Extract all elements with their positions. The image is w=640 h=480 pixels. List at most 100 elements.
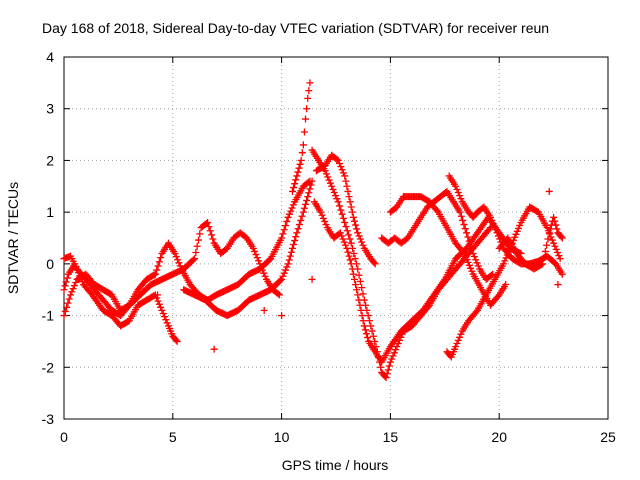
data-point-interp — [350, 250, 358, 258]
data-point-interp — [63, 303, 71, 311]
data-point-interp — [332, 192, 340, 200]
data-point — [456, 208, 464, 216]
data-point-interp — [274, 290, 282, 298]
data-point-interp — [255, 257, 263, 265]
data-point-interp — [457, 195, 465, 203]
data-point-interp — [279, 230, 287, 238]
data-point-interp — [485, 225, 493, 233]
data-point-interp — [459, 216, 467, 224]
series-arc-12 — [443, 203, 564, 361]
data-point-interp — [355, 232, 363, 240]
data-point-interp — [352, 221, 360, 229]
data-point-interp — [351, 255, 359, 263]
data-point — [343, 244, 351, 252]
data-point — [371, 260, 379, 268]
series-arc-3 — [60, 218, 283, 320]
data-point-interp — [457, 212, 465, 220]
data-point — [293, 229, 301, 237]
data-point — [345, 193, 353, 201]
data-point-interp — [172, 253, 180, 261]
data-point-interp — [163, 319, 171, 327]
data-point — [336, 229, 344, 237]
data-point — [158, 306, 166, 314]
data-point-interp — [294, 168, 302, 176]
data-point-interp — [280, 269, 288, 277]
data-point-interp — [253, 254, 261, 262]
data-point-interp — [490, 223, 498, 231]
data-point-interp — [303, 197, 311, 205]
data-point-interp — [153, 266, 161, 274]
x-tick-label: 5 — [169, 429, 177, 445]
series-arc-5 — [288, 79, 314, 195]
data-point-interp — [285, 256, 293, 264]
data-point-interp — [554, 248, 562, 256]
data-point-interp — [159, 310, 167, 318]
data-point — [558, 234, 566, 242]
data-point-interp — [473, 259, 481, 267]
data-point — [317, 208, 325, 216]
chart-title: Day 168 of 2018, Sidereal Day-to-day VTE… — [42, 20, 549, 36]
data-point-interp — [347, 203, 355, 211]
data-point-interp — [344, 248, 352, 256]
data-point-interp — [453, 339, 461, 347]
data-point-interp — [468, 245, 476, 253]
data-point-interp — [193, 242, 201, 250]
data-point — [352, 281, 360, 289]
data-point-interp — [252, 251, 260, 259]
data-point — [171, 250, 179, 258]
data-point-interp — [321, 217, 329, 225]
data-point-interp — [339, 214, 347, 222]
data-point-interp — [363, 306, 371, 314]
data-point-interp — [287, 248, 295, 256]
data-point-interp — [543, 241, 551, 249]
data-point-interp — [189, 256, 197, 264]
data-point-interp — [454, 336, 462, 344]
data-point-interp — [280, 226, 288, 234]
data-point-interp — [359, 317, 367, 325]
data-point-interp — [294, 225, 302, 233]
data-point-interp — [61, 307, 69, 315]
data-point — [204, 218, 212, 226]
data-point-interp — [356, 235, 364, 243]
data-point-interp — [285, 210, 293, 218]
data-point-interp — [290, 184, 298, 192]
data-point — [306, 79, 314, 87]
data-point-interp — [359, 290, 367, 298]
data-point-interp — [296, 160, 304, 168]
data-point-interp — [552, 245, 560, 253]
data-point-interp — [305, 189, 313, 197]
data-point-interp — [290, 240, 298, 248]
data-point-interp — [205, 223, 213, 231]
data-point-interp — [318, 211, 326, 219]
data-point-interp — [174, 256, 182, 264]
y-tick-label: 3 — [46, 101, 54, 117]
data-point — [302, 115, 310, 123]
data-point — [288, 187, 296, 195]
data-point-interp — [161, 313, 169, 321]
x-tick-label: 10 — [274, 429, 290, 445]
x-tick-label: 20 — [491, 429, 507, 445]
data-point-interp — [359, 241, 367, 249]
data-point-interp — [297, 216, 305, 224]
data-point-interp — [557, 233, 565, 241]
series-outliers — [154, 187, 562, 353]
data-point-interp — [488, 216, 496, 224]
data-point-interp — [385, 362, 393, 370]
data-point-interp — [154, 297, 162, 305]
data-point-interp — [251, 247, 259, 255]
data-point-interp — [292, 176, 300, 184]
data-point-interp — [384, 366, 392, 374]
data-point-interp — [302, 200, 310, 208]
data-point-interp — [342, 223, 350, 231]
data-point — [354, 229, 362, 237]
data-point — [60, 312, 68, 320]
data-point-interp — [333, 195, 341, 203]
data-point-interp — [364, 334, 372, 342]
data-point-interp — [487, 271, 495, 279]
data-point — [452, 182, 460, 190]
data-point-interp — [366, 317, 374, 325]
data-point-interp — [355, 271, 363, 279]
data-point — [349, 213, 357, 221]
data-point-interp — [157, 303, 165, 311]
data-point-interp — [62, 278, 70, 286]
